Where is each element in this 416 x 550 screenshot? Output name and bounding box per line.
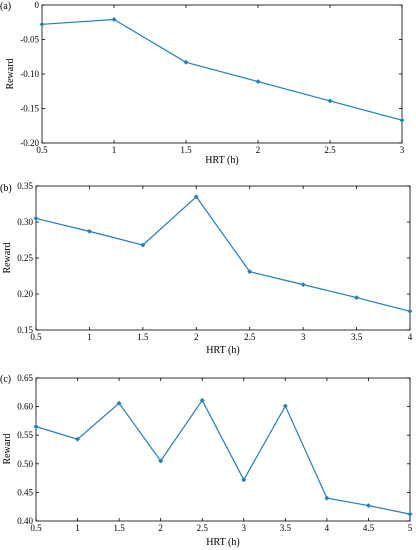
panel-a-data-point — [327, 98, 333, 104]
panel-b-data-point — [354, 295, 360, 301]
panel-b-x-axis-label: HRT (h) — [206, 345, 239, 356]
panel-b-series-line — [35, 195, 411, 312]
panel-c-y-tick-label: 0.40 — [17, 516, 33, 526]
panel-a: (a) 0.5 1 1.5 2 2.5 3 -0.20 -0.15 -0.10 -0.05 0 HR… — [0, 0, 405, 166]
panel-a-plot-layer: 0.5 1 1.5 2 2.5 3 -0.20 -0.15 -0.10 -0.05 0 — [20, 0, 405, 155]
panel-b-y-tick-label: 0.30 — [17, 217, 33, 227]
panel-a-data-point — [255, 79, 261, 85]
panel-a-x-tick-label: 3 — [400, 145, 405, 155]
panel-a-data-point — [39, 21, 45, 27]
panel-a-data-point — [399, 117, 405, 123]
panel-a-series-line — [41, 18, 403, 121]
panel-c-x-tick-label: 1 — [75, 523, 80, 533]
panel-c-x-tick-label: 0.5 — [30, 523, 42, 533]
panel-c-x-tick-label: 2 — [158, 523, 163, 533]
panel-c-y-axis-label: Reward — [2, 433, 13, 464]
panel-a-x-tick-label: 1 — [112, 145, 117, 155]
panel-b-x-tick-label: 3 — [301, 332, 306, 342]
panel-c-data-point — [407, 511, 413, 517]
panel-c-y-tick-label: 0.50 — [17, 459, 33, 469]
panel-b-data-point — [407, 308, 413, 314]
panel-a-data-point — [183, 59, 189, 65]
panel-a-y-axis-label: Reward — [5, 58, 16, 89]
panel-c-axes-box — [35, 377, 411, 522]
panel-b-y-tick-label: 0.15 — [17, 325, 33, 335]
panel-c-data-point — [282, 403, 288, 409]
panel-a-y-tick-label: 0 — [35, 0, 40, 10]
panel-b: (b) 0.5 1 1.5 2 2.5 3 3.5 4 0.15 0.20 0.25 0.30 0.35… — [0, 181, 413, 356]
panel-a-label: (a) — [0, 1, 11, 12]
panel-b-data-point — [33, 215, 39, 221]
panel-a-x-tick-label: 2 — [256, 145, 261, 155]
panel-b-y-tick-label: 0.25 — [17, 253, 33, 263]
panel-a-x-tick-label: 0.5 — [36, 145, 48, 155]
panel-b-y-tick-label: 0.20 — [17, 289, 33, 299]
panel-b-y-axis-label: Reward — [2, 242, 13, 273]
panel-a-y-tick-label: -0.15 — [20, 104, 39, 114]
panel-a-x-tick-label: 2.5 — [324, 145, 336, 155]
panel-a-y-tick-label: -0.05 — [20, 35, 39, 45]
panel-a-data-point — [111, 16, 117, 23]
panel-a-x-tick-label: 1.5 — [180, 145, 192, 155]
panel-b-label: (b) — [0, 183, 12, 194]
panel-c-x-tick-label: 1.5 — [113, 523, 125, 533]
panel-b-data-point — [247, 269, 253, 275]
panel-c-x-tick-label: 5 — [408, 523, 413, 533]
panel-c-data-point — [365, 503, 371, 509]
panel-c-x-axis-label: HRT (h) — [206, 537, 239, 548]
panel-b-data-point — [300, 282, 306, 288]
panel-a-axes-box — [41, 4, 403, 144]
panel-b-x-tick-label: 1.5 — [137, 332, 149, 342]
panel-a-x-axis-label: HRT (h) — [205, 155, 238, 166]
panel-b-axes-box — [35, 185, 411, 331]
panel-c-data-point — [116, 400, 122, 406]
panel-b-x-tick-label: 2.5 — [244, 332, 256, 342]
panel-c-x-tick-label: 3.5 — [280, 523, 292, 533]
panel-b-x-tick-label: 4 — [408, 332, 413, 342]
panel-c-series-line — [35, 399, 411, 515]
panel-b-data-point — [193, 194, 199, 200]
panel-b-x-tick-label: 0.5 — [30, 332, 42, 342]
panel-b-x-tick-label: 2 — [194, 332, 199, 342]
panel-b-x-tick-label: 3.5 — [351, 332, 363, 342]
panel-c-x-tick-label: 4 — [325, 523, 330, 533]
panel-c-data-point — [241, 477, 247, 483]
panel-c-y-tick-label: 0.65 — [17, 373, 33, 383]
panel-b-y-tick-label: 0.35 — [17, 181, 33, 191]
panel-c-plot-layer: 0.5 1 1.5 2 2.5 3 3.5 4 4.5 5 0.40 0.45 0.50 0.55 0.60… — [17, 373, 413, 533]
panel-c-y-tick-label: 0.55 — [17, 430, 33, 440]
panel-c-label: (c) — [0, 374, 11, 385]
panel-c-x-tick-label: 4.5 — [363, 523, 375, 533]
panel-c-x-tick-label: 2.5 — [197, 523, 209, 533]
panel-c-data-point — [158, 458, 164, 464]
panel-c-x-tick-label: 3 — [242, 523, 247, 533]
panel-c-data-point — [324, 495, 330, 501]
panel-c-data-point — [199, 397, 205, 403]
panel-b-x-tick-label: 1 — [87, 332, 92, 342]
panel-c-data-point — [33, 424, 39, 430]
panel-c-y-tick-label: 0.45 — [17, 487, 33, 497]
panel-a-y-tick-label: -0.20 — [20, 138, 39, 148]
panel-a-y-tick-label: -0.10 — [20, 69, 39, 79]
panel-c: (c) 0.5 1 1.5 2 2.5 3 3.5 4 4.5 5 0.40 0.45 0.50 0.55… — [0, 373, 413, 548]
panel-b-plot-layer: 0.5 1 1.5 2 2.5 3 3.5 4 0.15 0.20 0.25 0.30 0.35 — [17, 181, 413, 342]
panel-b-data-point — [140, 242, 146, 248]
panel-c-y-tick-label: 0.60 — [17, 402, 33, 412]
panel-b-data-point — [86, 228, 92, 234]
panel-c-data-point — [75, 436, 81, 442]
